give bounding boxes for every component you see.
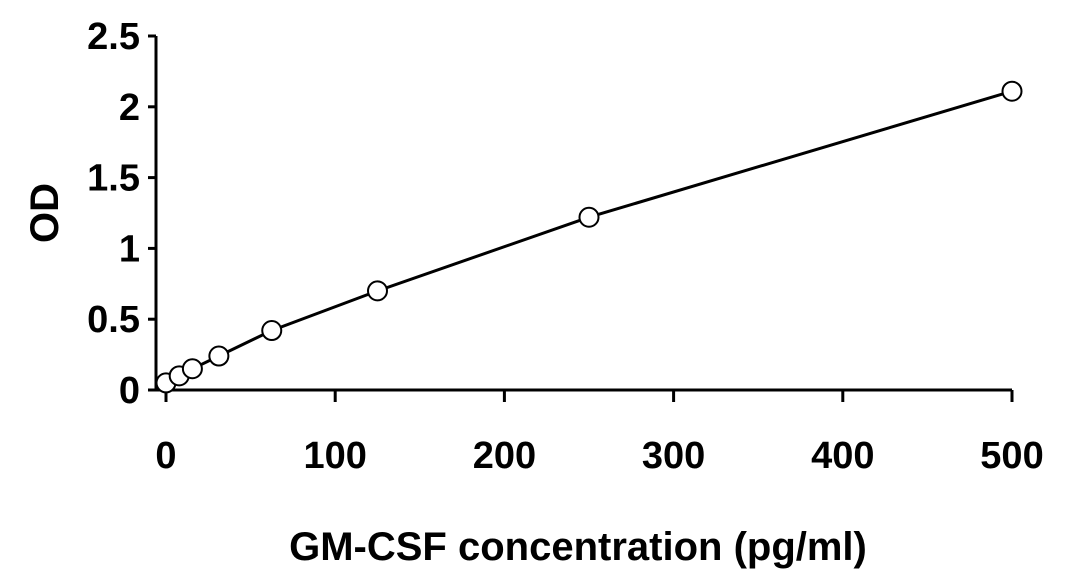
x-tick-label: 0 bbox=[155, 435, 176, 477]
y-axis-title: OD bbox=[23, 183, 67, 243]
y-ticks: 0 0.5 1 1.5 2 2.5 bbox=[87, 16, 156, 412]
x-tick-label: 400 bbox=[811, 435, 874, 477]
y-tick-label: 0 bbox=[119, 370, 140, 412]
data-point bbox=[578, 206, 600, 228]
y-tick-label: 2.5 bbox=[87, 16, 140, 58]
x-tick-label: 100 bbox=[303, 435, 366, 477]
axes bbox=[154, 36, 1012, 392]
x-tick-label: 300 bbox=[642, 435, 705, 477]
y-tick-label: 1.5 bbox=[87, 158, 140, 200]
y-tick-label: 0.5 bbox=[87, 299, 140, 341]
x-ticks: 0 100 200 300 400 500 bbox=[155, 390, 1044, 477]
x-tick-label: 200 bbox=[473, 435, 536, 477]
series-line bbox=[165, 89, 1013, 385]
x-axis-title: GM-CSF concentration (pg/ml) bbox=[289, 525, 867, 569]
y-tick-label: 2 bbox=[119, 87, 140, 129]
data-point bbox=[1001, 80, 1023, 102]
data-point bbox=[181, 358, 203, 380]
y-tick-label: 1 bbox=[119, 228, 140, 270]
data-point bbox=[367, 280, 388, 302]
data-point bbox=[208, 345, 230, 367]
data-point bbox=[261, 320, 283, 342]
x-tick-label: 500 bbox=[980, 435, 1043, 477]
series-layer bbox=[155, 80, 1023, 394]
